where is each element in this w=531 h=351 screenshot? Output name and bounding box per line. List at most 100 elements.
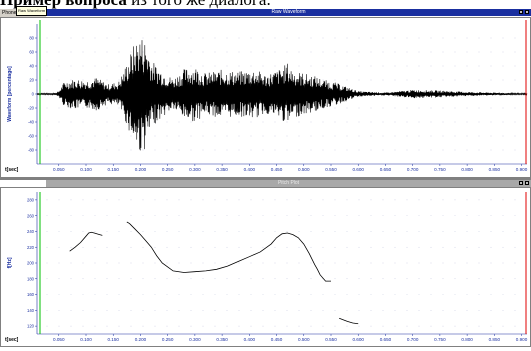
- bottom-window-titlebar[interactable]: Pitch Plot: [46, 180, 531, 187]
- pitch-grid-dot: [130, 294, 132, 295]
- pitch-grid-dot: [478, 262, 480, 264]
- pitch-x-tick-label: 0.650: [380, 337, 392, 342]
- wave-y-tick-label: 40: [29, 64, 34, 69]
- wave-grid-dot: [106, 149, 108, 151]
- pitch-grid-dot: [46, 199, 48, 201]
- wave-grid-dot: [382, 135, 384, 137]
- wave-grid-dot: [202, 65, 204, 67]
- pitch-grid-dot: [202, 278, 204, 280]
- pitch-grid-dot: [346, 262, 348, 264]
- pitch-y-tick-label: 240: [27, 229, 35, 234]
- pitch-grid-dot: [370, 199, 372, 201]
- close-icon[interactable]: [525, 181, 529, 185]
- pitch-grid-dot: [214, 294, 216, 295]
- wave-grid-dot: [274, 149, 276, 151]
- pitch-grid-dot: [490, 325, 492, 327]
- wave-grid-dot: [94, 37, 96, 39]
- pitch-grid-dot: [310, 199, 312, 201]
- wave-grid-dot: [274, 135, 276, 137]
- pitch-grid-dot: [178, 262, 180, 264]
- wave-grid-dot: [466, 107, 468, 109]
- pitch-grid-dot: [118, 309, 120, 311]
- wave-grid-dot: [94, 107, 96, 109]
- pitch-grid-dot: [70, 278, 72, 280]
- pitch-grid-dot: [70, 199, 72, 201]
- pitch-grid-dot: [466, 231, 468, 232]
- pitch-grid-dot: [70, 309, 72, 311]
- pitch-grid-dot: [442, 325, 444, 327]
- pitch-grid-dot: [406, 246, 408, 248]
- pitch-grid-dot: [310, 309, 312, 311]
- pitch-x-tick-label: 0.750: [434, 337, 446, 342]
- pitch-grid-dot: [106, 246, 108, 248]
- wave-grid-dot: [130, 51, 132, 53]
- pitch-grid-dot: [418, 278, 420, 280]
- wave-grid-dot: [394, 149, 396, 151]
- wave-y-tick-label: 0: [32, 92, 35, 97]
- pitch-grid-dot: [166, 262, 168, 264]
- wave-grid-dot: [118, 79, 120, 81]
- pitch-grid-dot: [334, 231, 336, 232]
- wave-grid-dot: [442, 51, 444, 53]
- wave-grid-dot: [46, 121, 48, 123]
- pitch-grid-dot: [154, 215, 156, 217]
- pitch-grid-dot: [70, 262, 72, 264]
- wave-grid-dot: [178, 149, 180, 151]
- wave-grid-dot: [202, 37, 204, 39]
- pitch-grid-dot: [430, 246, 432, 248]
- splitter[interactable]: [0, 178, 531, 180]
- wave-grid-dot: [442, 65, 444, 67]
- wave-grid-dot: [406, 107, 408, 109]
- wave-grid-dot: [346, 51, 348, 53]
- pitch-segment-1: [69, 231, 103, 252]
- close-icon[interactable]: [525, 10, 529, 14]
- pitch-grid-dot: [190, 246, 192, 248]
- minimize-icon[interactable]: [519, 10, 523, 14]
- wave-grid-dot: [130, 135, 132, 137]
- pitch-grid-dot: [142, 231, 144, 232]
- wave-y-tick-label: 20: [29, 78, 34, 83]
- pitch-grid-dot: [166, 294, 168, 295]
- wave-grid-dot: [178, 79, 180, 81]
- phonetic-label[interactable]: Phonetic: [2, 10, 22, 16]
- pitch-grid-dot: [310, 325, 312, 327]
- pitch-grid-dot: [226, 231, 228, 232]
- pitch-grid-dot: [358, 246, 360, 248]
- wave-grid-dot: [454, 79, 456, 81]
- pitch-grid-dot: [106, 278, 108, 280]
- wave-grid-dot: [226, 149, 228, 151]
- pitch-grid-dot: [226, 309, 228, 311]
- pitch-grid-dot: [106, 199, 108, 201]
- wave-grid-dot: [478, 121, 480, 123]
- wave-grid-dot: [442, 107, 444, 109]
- pitch-grid-dot: [382, 246, 384, 248]
- pitch-grid-dot: [478, 246, 480, 248]
- pitch-grid-dot: [190, 325, 192, 327]
- wave-grid-dot: [250, 51, 252, 53]
- pitch-grid-dot: [46, 231, 48, 232]
- pitch-grid-dot: [250, 231, 252, 232]
- pitch-grid-dot: [430, 294, 432, 295]
- pitch-grid-dot: [394, 262, 396, 264]
- minimize-icon[interactable]: [519, 181, 523, 185]
- wave-y-tick-label: -80: [28, 148, 35, 153]
- wave-grid-dot: [358, 79, 360, 81]
- waveform-y-ticks: 80 60 40 20 0 -20 -40 -60 -80: [28, 36, 37, 153]
- pitch-grid-dot: [418, 262, 420, 264]
- wave-grid-dot: [454, 37, 456, 39]
- top-window-titlebar[interactable]: Raw Waveform: [46, 9, 531, 16]
- pitch-grid-dot: [94, 325, 96, 327]
- wave-grid-dot: [130, 149, 132, 151]
- pitch-grid-dot: [202, 231, 204, 232]
- pitch-grid-dot: [286, 215, 288, 217]
- waveform-x-ticks: 0.050 0.100 0.150 0.200 0.250 0.300 0.350 0.400…: [53, 164, 528, 172]
- pitch-grid-dot: [466, 246, 468, 248]
- wave-grid-dot: [406, 149, 408, 151]
- pitch-grid-dot: [478, 309, 480, 311]
- pitch-grid-dot: [418, 246, 420, 248]
- pitch-grid-dot: [274, 262, 276, 264]
- pitch-grid-dot: [502, 325, 504, 327]
- pitch-y-tick-label: 160: [27, 292, 35, 297]
- wave-grid-dot: [346, 149, 348, 151]
- wave-grid-dot: [190, 149, 192, 151]
